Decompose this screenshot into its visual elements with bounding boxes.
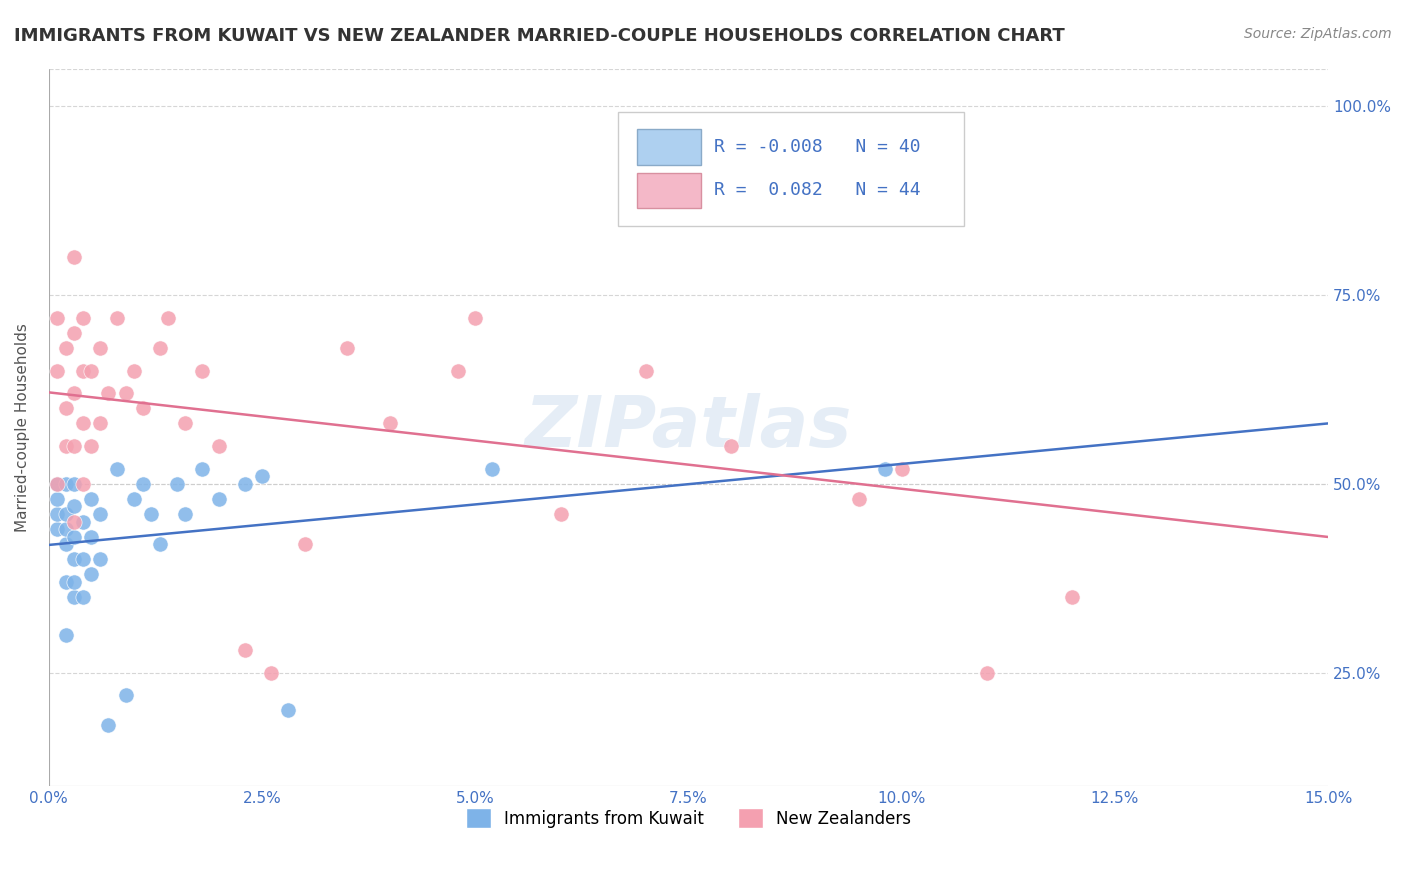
Point: [122, 363, 145, 377]
Point: [848, 491, 870, 506]
Point: [114, 386, 136, 401]
Text: R =  0.082   N = 44: R = 0.082 N = 44: [714, 181, 921, 200]
Point: [80, 530, 103, 544]
Point: [149, 341, 172, 355]
Point: [46, 310, 69, 325]
Point: [63, 326, 86, 340]
Point: [46, 363, 69, 377]
Point: [447, 363, 470, 377]
Point: [63, 500, 86, 514]
Point: [208, 491, 231, 506]
Point: [55, 574, 77, 589]
Point: [80, 491, 103, 506]
Text: ZIPatlas: ZIPatlas: [524, 392, 852, 462]
Point: [46, 491, 69, 506]
Point: [55, 439, 77, 453]
Point: [55, 522, 77, 536]
Point: [89, 341, 111, 355]
Point: [634, 363, 657, 377]
Point: [294, 537, 316, 551]
Point: [97, 718, 120, 732]
Point: [72, 363, 94, 377]
Point: [55, 507, 77, 521]
Point: [97, 386, 120, 401]
Point: [114, 688, 136, 702]
Point: [89, 507, 111, 521]
Point: [174, 417, 197, 431]
Point: [55, 341, 77, 355]
FancyBboxPatch shape: [637, 172, 702, 209]
FancyBboxPatch shape: [619, 112, 963, 227]
Point: [149, 537, 172, 551]
Point: [378, 417, 401, 431]
Point: [46, 476, 69, 491]
Point: [105, 461, 128, 475]
Point: [550, 507, 572, 521]
Text: R = -0.008   N = 40: R = -0.008 N = 40: [714, 138, 921, 156]
Point: [208, 439, 231, 453]
Point: [233, 476, 256, 491]
Point: [105, 310, 128, 325]
Point: [336, 341, 359, 355]
Point: [890, 461, 912, 475]
Point: [89, 417, 111, 431]
Point: [89, 552, 111, 566]
Point: [233, 643, 256, 657]
Point: [72, 476, 94, 491]
Point: [63, 476, 86, 491]
Point: [63, 574, 86, 589]
Point: [122, 491, 145, 506]
Point: [976, 665, 998, 680]
Point: [481, 461, 503, 475]
Point: [720, 439, 742, 453]
Point: [250, 469, 273, 483]
Point: [72, 590, 94, 604]
Text: IMMIGRANTS FROM KUWAIT VS NEW ZEALANDER MARRIED-COUPLE HOUSEHOLDS CORRELATION CH: IMMIGRANTS FROM KUWAIT VS NEW ZEALANDER …: [14, 27, 1064, 45]
Point: [174, 507, 197, 521]
Point: [55, 476, 77, 491]
Legend: Immigrants from Kuwait, New Zealanders: Immigrants from Kuwait, New Zealanders: [460, 801, 918, 835]
Point: [191, 363, 214, 377]
Point: [464, 310, 486, 325]
Point: [1062, 590, 1084, 604]
Y-axis label: Married-couple Households: Married-couple Households: [15, 323, 30, 532]
Point: [46, 507, 69, 521]
Point: [139, 507, 162, 521]
Point: [63, 590, 86, 604]
Point: [63, 530, 86, 544]
Text: Source: ZipAtlas.com: Source: ZipAtlas.com: [1244, 27, 1392, 41]
Point: [46, 476, 69, 491]
Point: [80, 363, 103, 377]
FancyBboxPatch shape: [637, 129, 702, 165]
Point: [72, 515, 94, 529]
Point: [55, 401, 77, 416]
Point: [72, 417, 94, 431]
Point: [131, 476, 153, 491]
Point: [157, 310, 180, 325]
Point: [277, 703, 299, 717]
Point: [131, 401, 153, 416]
Point: [63, 439, 86, 453]
Point: [166, 476, 188, 491]
Point: [80, 439, 103, 453]
Point: [806, 190, 828, 204]
Point: [72, 310, 94, 325]
Point: [80, 567, 103, 582]
Point: [46, 522, 69, 536]
Point: [63, 515, 86, 529]
Point: [191, 461, 214, 475]
Point: [55, 628, 77, 642]
Point: [873, 461, 896, 475]
Point: [63, 386, 86, 401]
Point: [63, 250, 86, 264]
Point: [63, 552, 86, 566]
Point: [72, 552, 94, 566]
Point: [259, 665, 281, 680]
Point: [55, 537, 77, 551]
